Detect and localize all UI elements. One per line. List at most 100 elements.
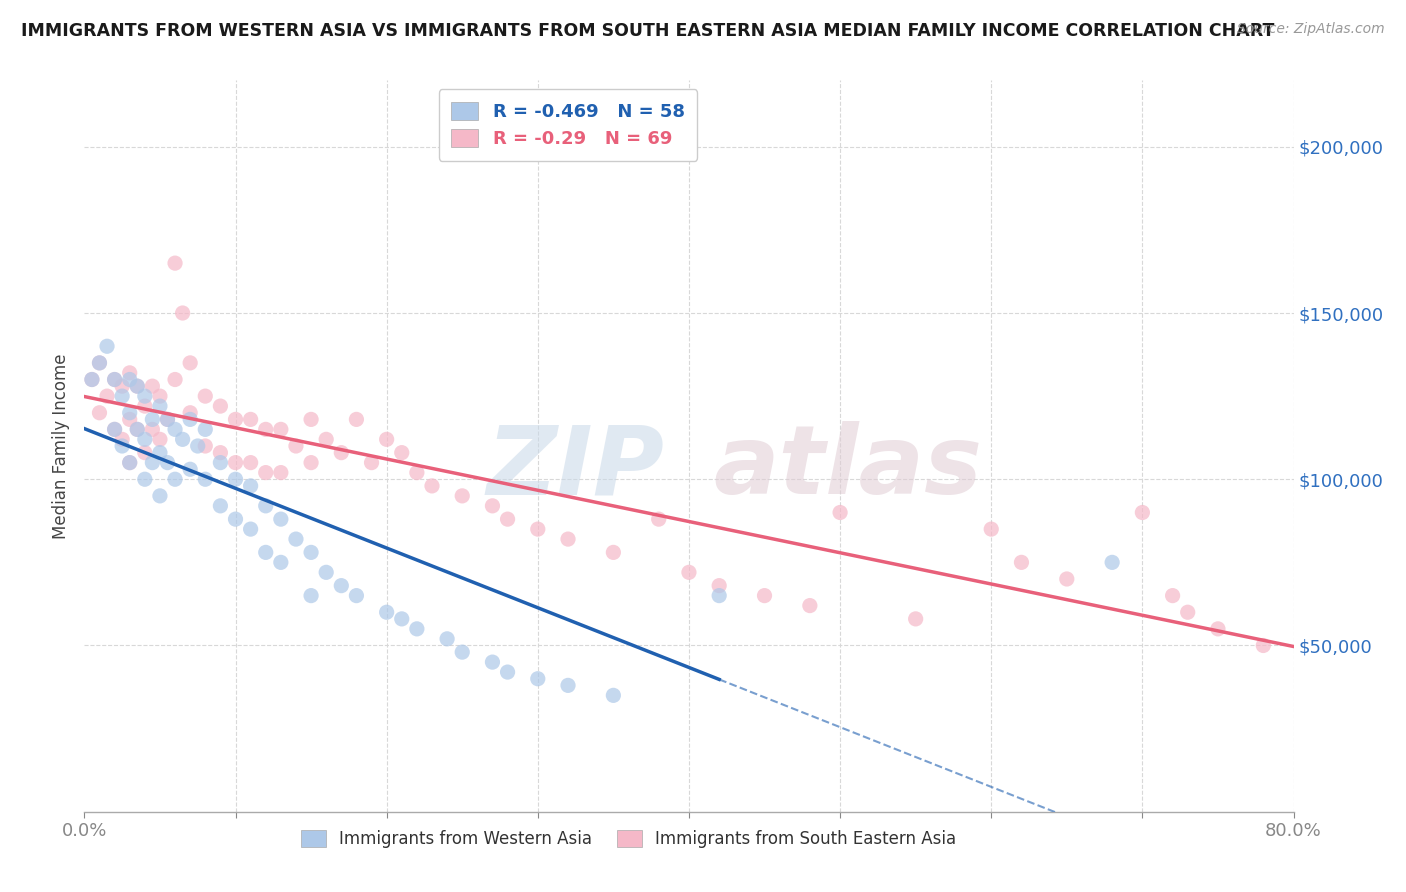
Point bbox=[436, 632, 458, 646]
Point bbox=[209, 499, 232, 513]
Point bbox=[1130, 506, 1153, 520]
Point bbox=[330, 445, 353, 459]
Point bbox=[315, 566, 337, 580]
Point bbox=[134, 445, 156, 459]
Point bbox=[254, 422, 277, 436]
Point bbox=[172, 433, 194, 447]
Point bbox=[165, 472, 187, 486]
Point bbox=[89, 356, 111, 370]
Point bbox=[481, 499, 503, 513]
Point bbox=[89, 406, 111, 420]
Point bbox=[270, 555, 292, 569]
Point bbox=[557, 532, 579, 546]
Point bbox=[602, 545, 624, 559]
Point bbox=[80, 372, 103, 386]
Point bbox=[141, 379, 163, 393]
Point bbox=[239, 456, 262, 470]
Point bbox=[187, 439, 209, 453]
Point bbox=[709, 589, 731, 603]
Point bbox=[165, 256, 187, 270]
Point bbox=[299, 545, 322, 559]
Point bbox=[104, 372, 127, 386]
Point bbox=[179, 412, 201, 426]
Point bbox=[111, 389, 134, 403]
Point bbox=[156, 412, 179, 426]
Y-axis label: Median Family Income: Median Family Income bbox=[52, 353, 70, 539]
Point bbox=[118, 366, 141, 380]
Point bbox=[285, 532, 308, 546]
Point bbox=[141, 422, 163, 436]
Point bbox=[481, 655, 503, 669]
Point bbox=[172, 306, 194, 320]
Point bbox=[194, 439, 217, 453]
Point bbox=[330, 579, 353, 593]
Point bbox=[209, 456, 232, 470]
Point bbox=[111, 439, 134, 453]
Point bbox=[156, 412, 179, 426]
Text: IMMIGRANTS FROM WESTERN ASIA VS IMMIGRANTS FROM SOUTH EASTERN ASIA MEDIAN FAMILY: IMMIGRANTS FROM WESTERN ASIA VS IMMIGRAN… bbox=[21, 22, 1274, 40]
Point bbox=[127, 422, 149, 436]
Point bbox=[346, 412, 368, 426]
Text: Source: ZipAtlas.com: Source: ZipAtlas.com bbox=[1237, 22, 1385, 37]
Point bbox=[239, 479, 262, 493]
Point bbox=[299, 456, 322, 470]
Text: ZIP: ZIP bbox=[486, 421, 665, 515]
Point bbox=[149, 399, 172, 413]
Point bbox=[315, 433, 337, 447]
Point bbox=[225, 412, 247, 426]
Point bbox=[1177, 605, 1199, 619]
Point bbox=[141, 412, 163, 426]
Point bbox=[149, 445, 172, 459]
Point bbox=[111, 433, 134, 447]
Point bbox=[346, 589, 368, 603]
Point bbox=[127, 422, 149, 436]
Point bbox=[299, 412, 322, 426]
Text: atlas: atlas bbox=[713, 421, 983, 515]
Point bbox=[118, 456, 141, 470]
Point bbox=[1253, 639, 1275, 653]
Point bbox=[420, 479, 443, 493]
Point bbox=[299, 589, 322, 603]
Point bbox=[496, 512, 519, 526]
Point bbox=[134, 389, 156, 403]
Point bbox=[254, 499, 277, 513]
Point bbox=[134, 433, 156, 447]
Legend: Immigrants from Western Asia, Immigrants from South Eastern Asia: Immigrants from Western Asia, Immigrants… bbox=[294, 823, 963, 855]
Point bbox=[648, 512, 671, 526]
Point bbox=[451, 645, 474, 659]
Point bbox=[375, 433, 398, 447]
Point bbox=[149, 433, 172, 447]
Point bbox=[602, 689, 624, 703]
Point bbox=[709, 579, 731, 593]
Point bbox=[270, 466, 292, 480]
Point bbox=[270, 422, 292, 436]
Point bbox=[1206, 622, 1229, 636]
Point bbox=[104, 422, 127, 436]
Point bbox=[1011, 555, 1033, 569]
Point bbox=[527, 522, 550, 536]
Point bbox=[127, 379, 149, 393]
Point bbox=[1056, 572, 1078, 586]
Point bbox=[754, 589, 776, 603]
Point bbox=[1161, 589, 1184, 603]
Point bbox=[104, 422, 127, 436]
Point bbox=[165, 422, 187, 436]
Point bbox=[118, 412, 141, 426]
Point bbox=[496, 665, 519, 679]
Point bbox=[134, 399, 156, 413]
Point bbox=[254, 466, 277, 480]
Point bbox=[209, 399, 232, 413]
Point bbox=[179, 406, 201, 420]
Point bbox=[270, 512, 292, 526]
Point bbox=[527, 672, 550, 686]
Point bbox=[149, 489, 172, 503]
Point bbox=[89, 356, 111, 370]
Point bbox=[149, 389, 172, 403]
Point bbox=[254, 545, 277, 559]
Point bbox=[391, 612, 413, 626]
Point bbox=[156, 456, 179, 470]
Point bbox=[799, 599, 821, 613]
Point bbox=[830, 506, 852, 520]
Point bbox=[118, 372, 141, 386]
Point bbox=[225, 512, 247, 526]
